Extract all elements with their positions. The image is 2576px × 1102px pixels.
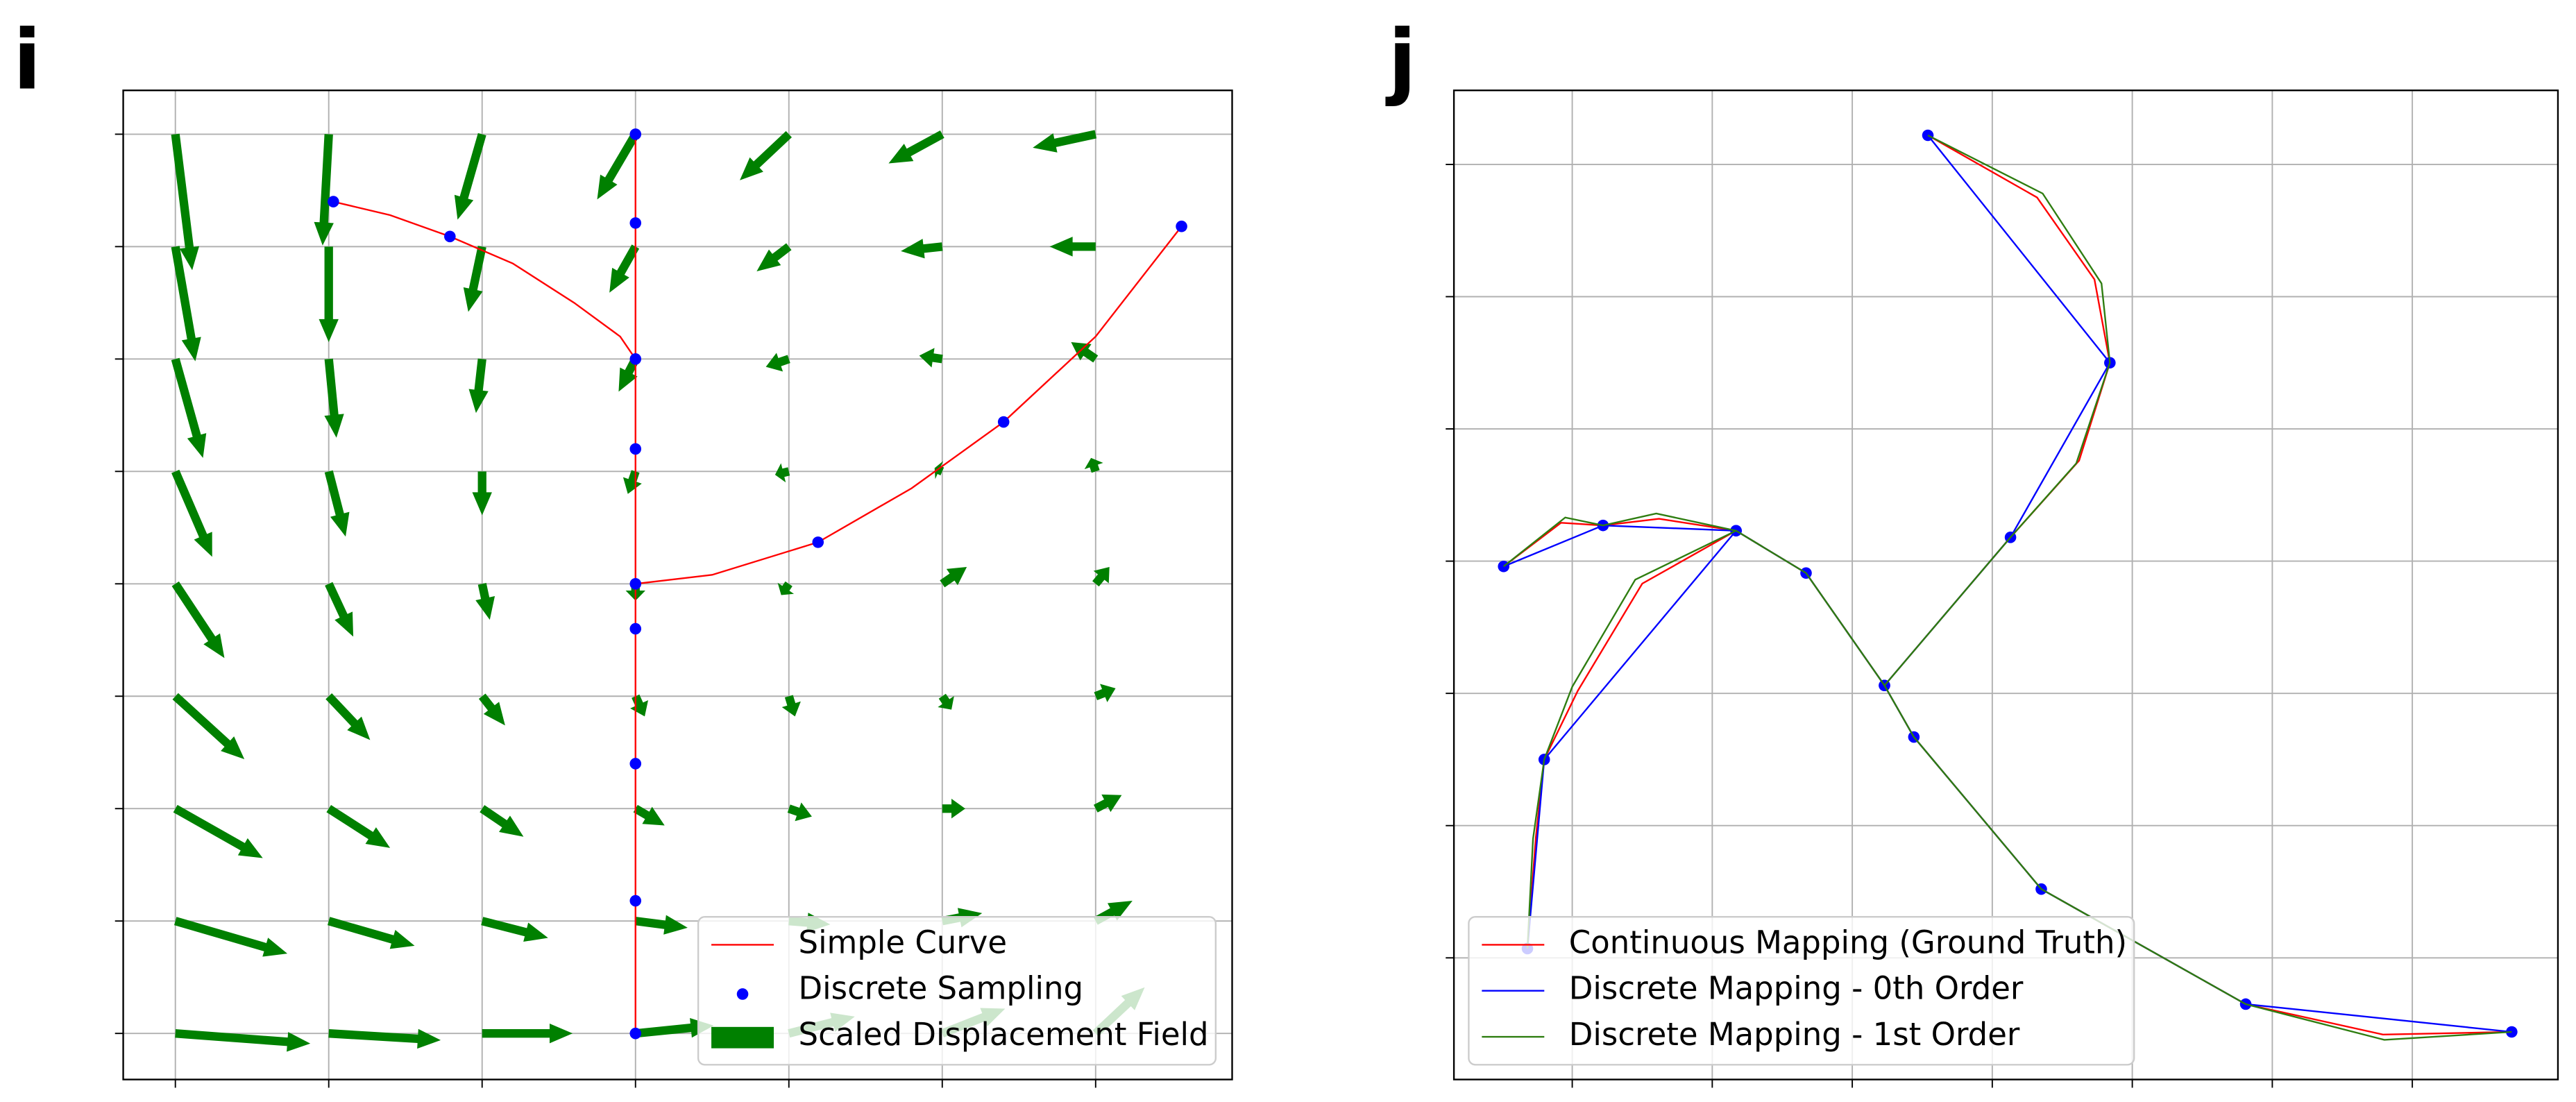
point [328,196,339,207]
axes-frame [1452,90,2559,1080]
arrow [622,470,642,494]
arrow [172,693,245,759]
arrow [171,581,225,659]
point [629,895,642,907]
arrow [618,357,640,392]
legend-label: Continuous Mapping (Ground Truth) [1569,924,2127,960]
arrow [942,799,965,819]
arrow [919,348,943,368]
arrow [774,463,790,483]
marker [1922,129,1934,142]
arrow [609,244,640,293]
arrow [173,917,288,957]
point [629,353,642,365]
legend-box [1468,916,2135,1066]
plot-area [1446,90,2558,1088]
arrow [934,461,944,480]
arrow [328,1028,441,1049]
arrow [787,802,812,822]
arrow [173,804,263,858]
arrow [463,246,486,312]
arrow [901,239,943,259]
panel-label: i [13,12,42,108]
arrow [634,915,688,935]
arrow [1071,342,1099,363]
arrow [888,130,944,164]
arrow [326,805,391,848]
arrow [475,582,495,620]
arrow [938,693,954,710]
arrow [940,566,967,588]
arrow [328,917,415,949]
point [629,758,642,770]
point [812,536,824,548]
arrow [765,353,790,372]
arrow [756,243,792,272]
legend-label: Discrete Sampling [799,970,1083,1007]
legend: Continuous Mapping (Ground Truth) Discret… [1468,916,2135,1066]
series-line [1502,134,2512,1035]
legend: Simple Curve Discrete Sampling Scaled Disp… [697,916,1217,1066]
arrow [740,130,792,180]
legend-patch [711,1026,774,1049]
arrow [319,246,339,343]
arrow [1094,684,1116,702]
legend-label: Discrete Mapping - 0th Order [1569,970,2024,1007]
arrow [324,358,344,438]
arrow [325,582,354,637]
arrow [1033,130,1097,153]
point [629,577,642,590]
arrow [597,132,640,200]
legend-label: Scaled Displacement Field [799,1016,1209,1053]
arrow [171,469,212,557]
panel-label: j [1385,12,1416,108]
arrow [171,133,200,271]
arrow [1093,794,1122,813]
arrow [171,357,207,458]
arrow [777,581,795,595]
point [629,1027,642,1040]
arrow [1084,457,1103,473]
arrow [175,1029,311,1052]
arrow [781,695,801,717]
arrow [481,917,548,942]
point [629,128,642,140]
point [629,217,642,229]
arrow [633,804,665,826]
arrow [1049,237,1096,257]
arrow [630,694,648,717]
point [629,443,642,455]
arrow [314,134,334,246]
legend-label: Simple Curve [799,924,1007,960]
arrow [324,470,350,537]
point [997,416,1010,428]
arrow [171,246,201,362]
point [629,622,642,635]
legend-marker [736,988,749,1000]
arrow [325,693,371,740]
point [444,230,456,243]
point [1176,220,1187,232]
legend-box [697,916,1217,1066]
series-line [1503,135,2512,1033]
axes-frame [122,90,1233,1080]
arrow [454,133,486,220]
arrow [635,1018,714,1038]
arrow [472,471,492,516]
series-line [1502,134,2512,1041]
arrow [478,693,505,726]
legend-label: Discrete Mapping - 1st Order [1569,1016,2020,1053]
arrow [468,358,489,414]
arrow [1092,566,1110,587]
arrow [480,805,524,837]
arrow [482,1023,573,1044]
